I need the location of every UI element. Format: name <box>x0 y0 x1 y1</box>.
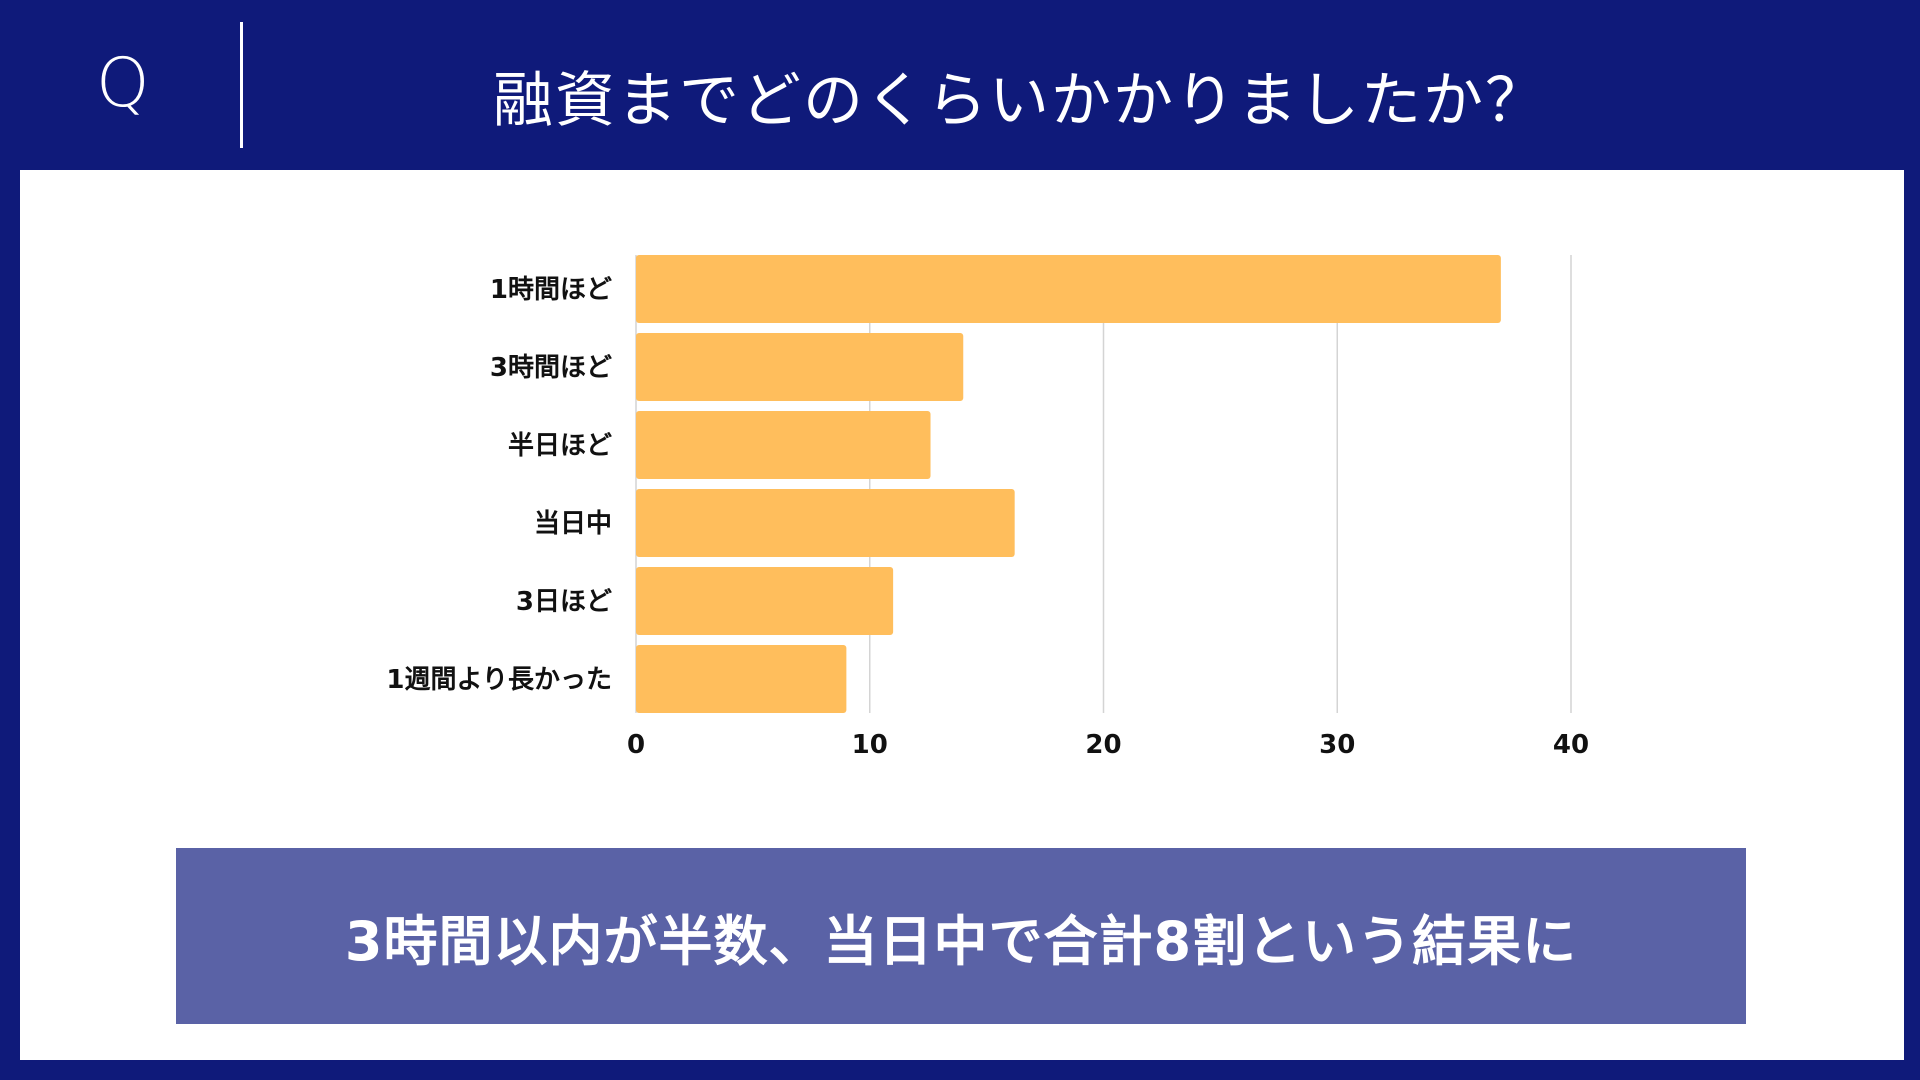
bar-5 <box>636 645 847 713</box>
category-label: 1時間ほど <box>490 275 612 305</box>
category-label: 半日ほど <box>508 431 612 461</box>
header-divider <box>240 22 243 148</box>
summary-banner: 3時間以内が半数、当日中で合計8割という結果に <box>176 848 1746 1024</box>
x-tick-label: 40 <box>1553 730 1589 760</box>
category-label: 3日ほど <box>516 587 612 617</box>
bar-3 <box>636 489 1015 557</box>
x-tick-label: 10 <box>852 730 888 760</box>
bar-4 <box>636 567 894 635</box>
bar-2 <box>636 411 931 479</box>
summary-text: 3時間以内が半数、当日中で合計8割という結果に <box>344 909 1578 973</box>
page-title: 融資までどのくらいかかりましたか？ <box>493 66 1547 136</box>
x-tick-label: 20 <box>1085 730 1121 760</box>
bar-0 <box>636 255 1501 323</box>
header-bar: Q 融資までどのくらいかかりましたか？ <box>0 0 1920 170</box>
x-tick-label: 30 <box>1319 730 1355 760</box>
x-tick-label: 0 <box>627 730 645 760</box>
category-label: 当日中 <box>534 509 612 539</box>
category-label: 1週間より長かった <box>386 665 612 695</box>
bar-1 <box>636 333 964 401</box>
question-mark-label: Q <box>96 44 150 123</box>
category-label: 3時間ほど <box>490 353 612 383</box>
